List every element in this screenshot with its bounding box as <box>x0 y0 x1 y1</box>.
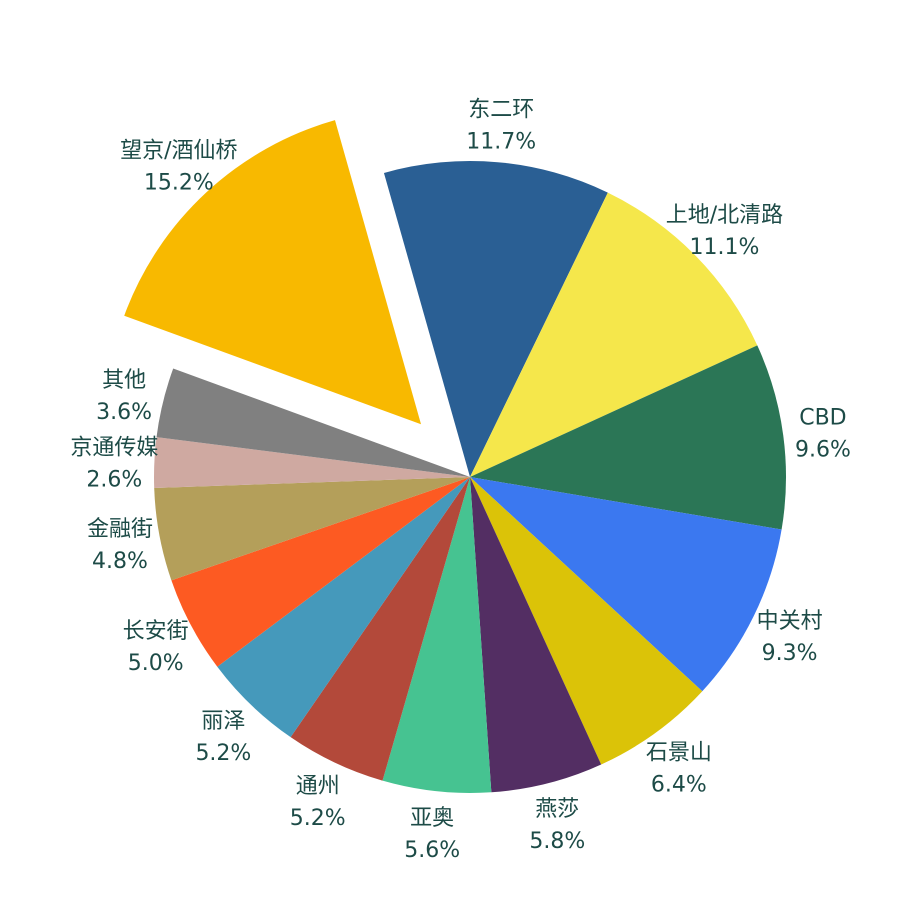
slice-label: 京通传媒 <box>70 436 158 461</box>
pie-slice-6 <box>382 477 492 793</box>
pie-slice-12 <box>156 368 470 477</box>
slice-label: 金融街 <box>87 517 153 542</box>
slice-percent-label: 11.1% <box>690 235 760 260</box>
pie-slice-10 <box>154 477 470 581</box>
slice-label: CBD <box>799 405 846 430</box>
slice-percent-label: 11.7% <box>466 129 536 154</box>
pie-slice-7 <box>290 477 470 781</box>
pie-labels: 东二环 11.7% 上地/北清路 11.1% CBD 9.6% 中关村 9.3% 石景山 6.4%… <box>70 97 851 863</box>
slice-percent-label: 6.4% <box>651 772 707 797</box>
slice-percent-label: 4.8% <box>92 549 148 574</box>
slice-percent-label: 2.6% <box>86 468 142 493</box>
slice-label: 石景山 <box>646 740 712 765</box>
pie-slice-1 <box>470 192 758 477</box>
slice-label: 通州 <box>296 774 340 799</box>
pie-slice-5 <box>470 477 602 793</box>
slice-percent-label: 3.6% <box>96 400 152 425</box>
slice-percent-label: 5.2% <box>195 741 251 766</box>
slice-percent-label: 5.2% <box>290 806 346 831</box>
pie-slices <box>124 120 786 793</box>
pie-slice-8 <box>217 477 470 738</box>
pie-slice-9 <box>171 477 471 667</box>
slice-percent-label: 9.6% <box>795 437 851 462</box>
pie-slice-0 <box>383 160 608 477</box>
slice-label: 丽泽 <box>201 709 245 734</box>
slice-label: 东二环 <box>468 97 534 122</box>
pie-slice-4 <box>470 477 703 765</box>
slice-label: 上地/北清路 <box>666 203 783 228</box>
slice-label: 望京/酒仙桥 <box>120 138 237 163</box>
slice-percent-label: 15.2% <box>144 170 214 195</box>
slice-percent-label: 5.6% <box>404 838 460 863</box>
slice-percent-label: 9.3% <box>762 641 818 666</box>
slice-label: 其他 <box>102 368 146 393</box>
slice-label: 长安街 <box>123 619 189 644</box>
slice-label: 燕莎 <box>535 797 579 822</box>
slice-percent-label: 5.0% <box>128 651 184 676</box>
slice-label: 亚奥 <box>410 806 454 831</box>
pie-slice-13 <box>124 120 422 425</box>
slice-label: 中关村 <box>757 609 823 634</box>
slice-percent-label: 5.8% <box>529 829 585 854</box>
pie-slice-11 <box>154 437 471 489</box>
pie-slice-3 <box>470 477 782 692</box>
pie-slice-2 <box>470 345 786 530</box>
